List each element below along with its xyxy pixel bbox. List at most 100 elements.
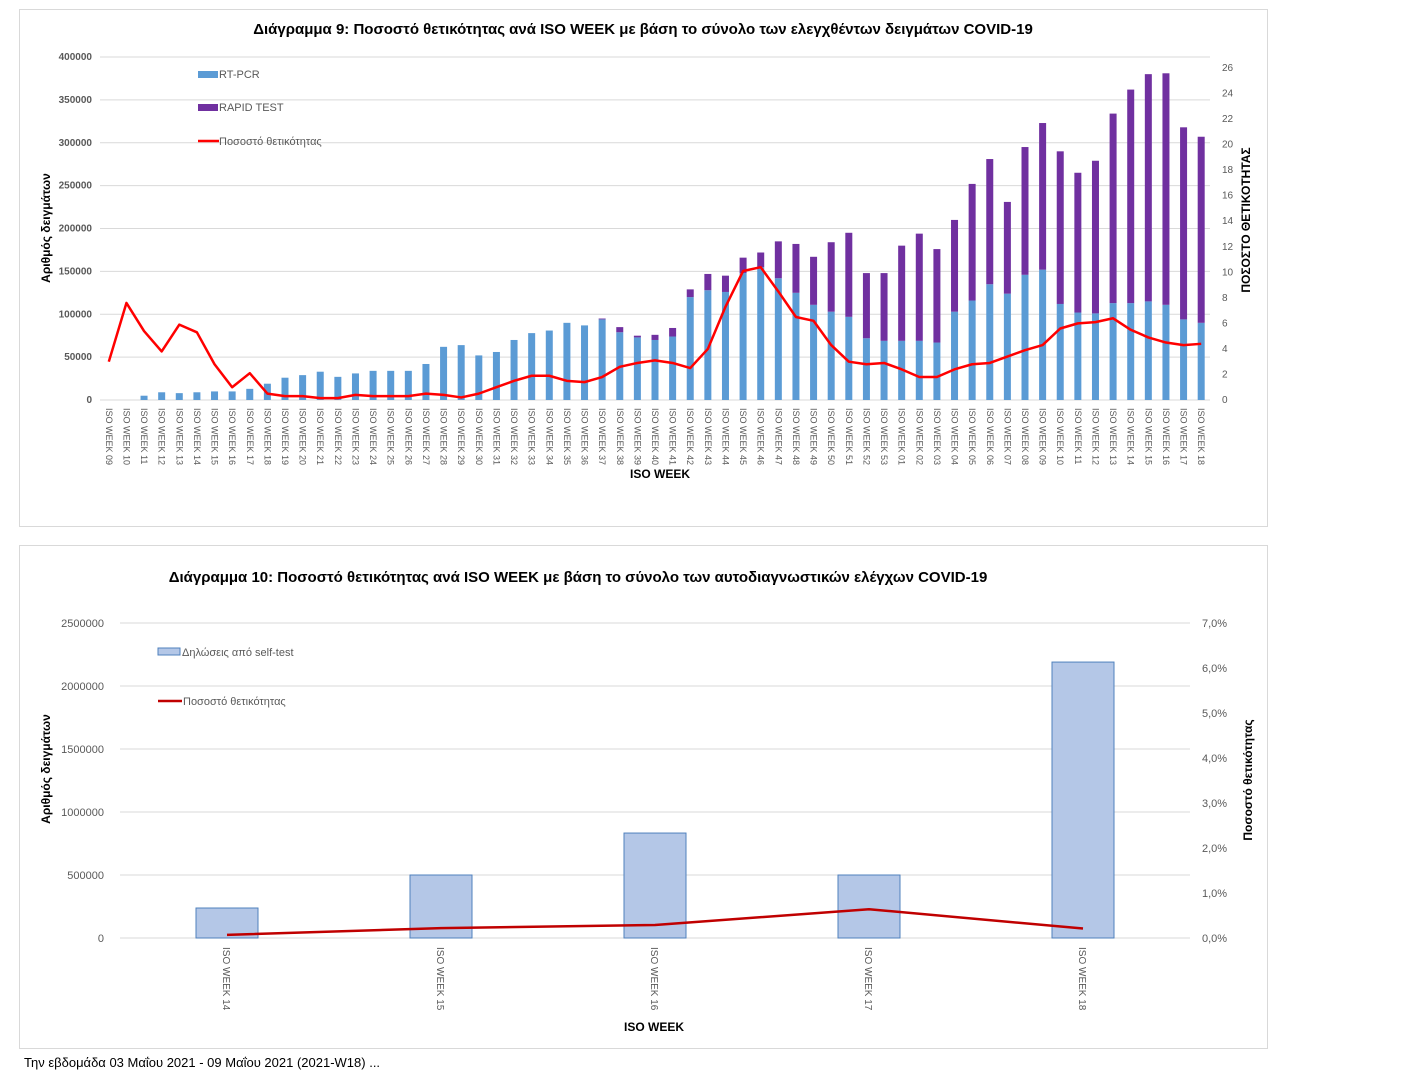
x-tick-label: ISO WEEK 04 (950, 408, 960, 465)
y2-tick-label: 22 (1222, 114, 1234, 125)
x-tick-label: ISO WEEK 14 (192, 408, 202, 465)
y-tick-label: 1000000 (61, 807, 104, 819)
bar-rtpcr (281, 377, 289, 400)
bar-rtpcr (1039, 269, 1047, 400)
chart-9-svg: Διάγραμμα 9: Ποσοστό θετικότητας ανά ISO… (39, 21, 1253, 481)
bar-rapid-test (845, 232, 853, 317)
x-tick-label: ISO WEEK 16 (648, 947, 659, 1011)
bar-rapid-test (774, 241, 782, 279)
bar-rtpcr (1162, 304, 1170, 400)
x-tick-label: ISO WEEK 53 (879, 408, 889, 465)
bar-rapid-test (1127, 89, 1135, 304)
bar-rtpcr (175, 393, 183, 400)
x-tick-label: ISO WEEK 17 (245, 408, 255, 465)
legend-swatch-self-test (157, 647, 181, 656)
bar-rapid-test (757, 252, 765, 268)
bar-rapid-test (1091, 160, 1099, 314)
legend-label-positivity: Ποσοστό θετικότητας (219, 136, 322, 148)
bar-rtpcr (351, 373, 359, 400)
bar-rapid-test (1056, 151, 1064, 304)
bar-rapid-test (1144, 74, 1152, 302)
y-tick-label: 200000 (59, 224, 93, 235)
bar-rapid-test (792, 243, 800, 293)
x-tick-label: ISO WEEK 42 (685, 408, 695, 465)
x-tick-label: ISO WEEK 30 (474, 408, 484, 465)
bar-rtpcr (880, 340, 888, 400)
bar-rtpcr (581, 325, 589, 400)
footer-text: Την εβδομάδα 03 Μαΐου 2021 - 09 Μαΐου 20… (24, 1055, 381, 1070)
bar-rtpcr (1180, 319, 1188, 400)
y-tick-label: 300000 (59, 138, 93, 149)
y2-tick-label: 4 (1222, 344, 1228, 355)
x-tick-label: ISO WEEK 15 (210, 408, 220, 465)
x-tick-label: ISO WEEK 18 (1076, 947, 1087, 1011)
bar-rtpcr (774, 278, 782, 400)
x-tick-label: ISO WEEK 35 (562, 408, 572, 465)
bar-rapid-test (1039, 123, 1047, 270)
y2-tick-label: 2 (1222, 369, 1228, 380)
bar-rapid-test (827, 242, 835, 312)
bar-rapid-test (1180, 127, 1188, 320)
y2-tick-label: 0 (1222, 395, 1228, 406)
x-tick-label: ISO WEEK 46 (756, 408, 766, 465)
x-tick-label: ISO WEEK 13 (174, 408, 184, 465)
chart-title: Διάγραμμα 9: Ποσοστό θετικότητας ανά ISO… (253, 21, 1033, 38)
x-tick-label: ISO WEEK 28 (439, 408, 449, 465)
x-tick-label: ISO WEEK 52 (861, 408, 871, 465)
bar-rapid-test (739, 257, 747, 274)
y-tick-label: 1500000 (61, 744, 104, 756)
bar-rtpcr (510, 339, 518, 400)
legend-label-self-test: Δηλώσεις από self-test (182, 647, 294, 659)
bar-rtpcr (862, 338, 870, 400)
bar-rapid-test (933, 249, 941, 343)
y2-tick-label: 2,0% (1202, 843, 1227, 855)
bar-rtpcr (440, 346, 448, 400)
bar-rapid-test (915, 233, 923, 341)
bar-rtpcr (704, 290, 712, 400)
y2-tick-label: 20 (1222, 140, 1234, 151)
x-tick-label: ISO WEEK 17 (1179, 408, 1189, 465)
bar-rapid-test (651, 334, 659, 340)
y2-tick-label: 8 (1222, 293, 1228, 304)
bar-rtpcr (598, 319, 606, 400)
bar-rtpcr (158, 392, 166, 400)
bar-rtpcr (739, 273, 747, 400)
y-tick-label: 250000 (59, 181, 93, 192)
x-tick-label: ISO WEEK 22 (333, 408, 343, 465)
bar-rtpcr (633, 337, 641, 400)
bar-rtpcr (951, 311, 959, 400)
x-tick-label: ISO WEEK 43 (703, 408, 713, 465)
bar-rtpcr (563, 322, 571, 400)
y-tick-label: 500000 (67, 870, 104, 882)
x-axis-title: ISO WEEK (624, 1020, 684, 1034)
x-tick-label: ISO WEEK 11 (139, 408, 149, 464)
line-positivity (226, 907, 1084, 937)
x-tick-label: ISO WEEK 08 (1020, 408, 1030, 465)
bar-rtpcr (369, 370, 377, 400)
legend-label-positivity: Ποσοστό θετικότητας (183, 696, 286, 708)
x-tick-label: ISO WEEK 18 (1196, 408, 1206, 465)
x-tick-label: ISO WEEK 36 (580, 408, 590, 465)
x-tick-label: ISO WEEK 01 (897, 408, 907, 465)
y2-tick-label: 18 (1222, 165, 1234, 176)
y-tick-label: 150000 (59, 266, 93, 277)
bar-rapid-test (986, 159, 994, 285)
bar-rtpcr (1127, 303, 1135, 400)
bar-rtpcr (915, 340, 923, 400)
bar-rapid-test (951, 219, 959, 312)
x-tick-label: ISO WEEK 29 (456, 408, 466, 465)
x-tick-label: ISO WEEK 14 (1126, 408, 1136, 465)
x-tick-label: ISO WEEK 41 (668, 408, 678, 465)
bar-rtpcr (968, 300, 976, 400)
bar-rtpcr (457, 345, 465, 400)
bar-rapid-test (1162, 73, 1170, 305)
x-tick-label: ISO WEEK 33 (527, 408, 537, 465)
x-tick-label: ISO WEEK 24 (368, 408, 378, 465)
x-tick-label: ISO WEEK 13 (1108, 408, 1118, 465)
bar-rtpcr (492, 351, 500, 400)
legend-label-rtpcr: RT-PCR (219, 69, 260, 81)
x-tick-label: ISO WEEK 10 (1055, 408, 1065, 465)
x-tick-label: ISO WEEK 07 (1002, 408, 1012, 465)
bar-rtpcr (810, 304, 818, 400)
x-tick-label: ISO WEEK 18 (262, 408, 272, 465)
